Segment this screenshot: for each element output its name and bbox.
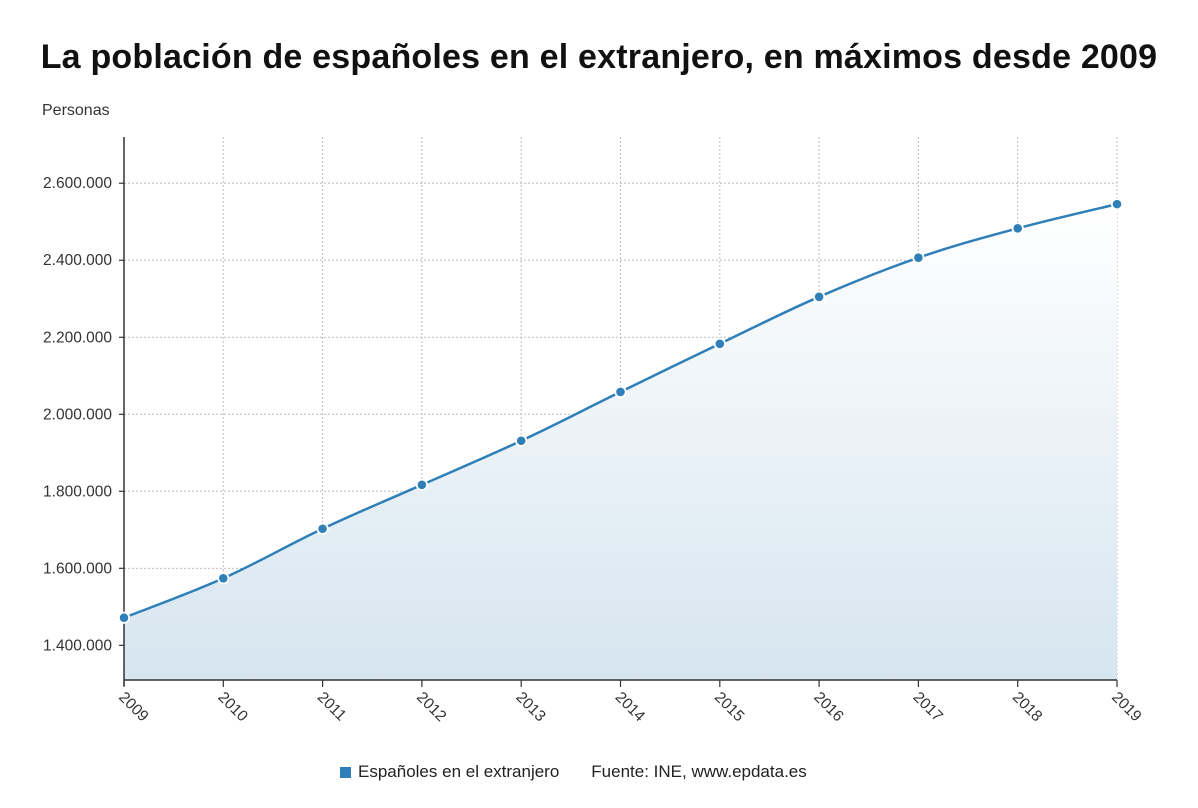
x-tick-label: 2019	[1108, 689, 1144, 725]
area-path	[124, 204, 1117, 681]
y-axis-label: Personas	[42, 102, 110, 119]
data-point-2019	[1110, 198, 1124, 211]
data-point-2011	[316, 522, 329, 535]
x-tick-label: 2010	[214, 689, 251, 726]
y-tick-label: 2.000.000	[43, 406, 112, 423]
data-point-2015	[713, 337, 726, 350]
legend: Españoles en el extranjero Fuente: INE, …	[340, 762, 807, 782]
data-point-2017	[912, 251, 925, 264]
y-tick-labels: 1.400.000 1.600.000 1.800.000 2.000.000 2.20…	[43, 175, 112, 654]
y-tick-label: 2.400.000	[43, 252, 112, 269]
data-point-2009	[117, 611, 131, 624]
data-point-2018	[1011, 222, 1024, 235]
x-tick-label: 2013	[512, 689, 548, 725]
data-point-2013	[515, 434, 528, 447]
data-point-2010	[217, 572, 230, 585]
x-tick-label: 2014	[612, 689, 649, 726]
y-tick-label: 1.400.000	[43, 637, 112, 654]
legend-swatch	[340, 766, 351, 778]
x-tick-label: 2018	[1009, 689, 1045, 725]
y-tick-label: 2.600.000	[43, 175, 112, 192]
x-tick-labels: 2009 2010 2011 2012 2013 2014 2015 2016 2017 2018…	[115, 689, 1144, 726]
y-tick-label: 1.800.000	[43, 483, 112, 500]
x-tick-label: 2015	[711, 689, 747, 725]
chart-title: La población de españoles en el extranje…	[40, 38, 1158, 76]
x-tick-label: 2017	[910, 689, 946, 725]
data-point-2012	[415, 478, 428, 491]
x-tick-label: 2012	[413, 689, 449, 725]
y-tick-label: 2.200.000	[43, 329, 112, 346]
data-point-2016	[812, 290, 826, 303]
data-point-2014	[614, 385, 627, 399]
x-tick-label: 2016	[810, 689, 846, 725]
legend-label: Españoles en el extranjero	[358, 762, 560, 781]
area-fill	[124, 204, 1117, 681]
y-tick-label: 1.600.000	[43, 560, 112, 577]
axes	[119, 137, 1118, 687]
x-tick-label: 2011	[314, 689, 350, 725]
x-tick-label: 2009	[115, 689, 151, 725]
source-note: Fuente: INE, www.epdata.es	[591, 762, 807, 781]
data-points	[117, 198, 1124, 624]
